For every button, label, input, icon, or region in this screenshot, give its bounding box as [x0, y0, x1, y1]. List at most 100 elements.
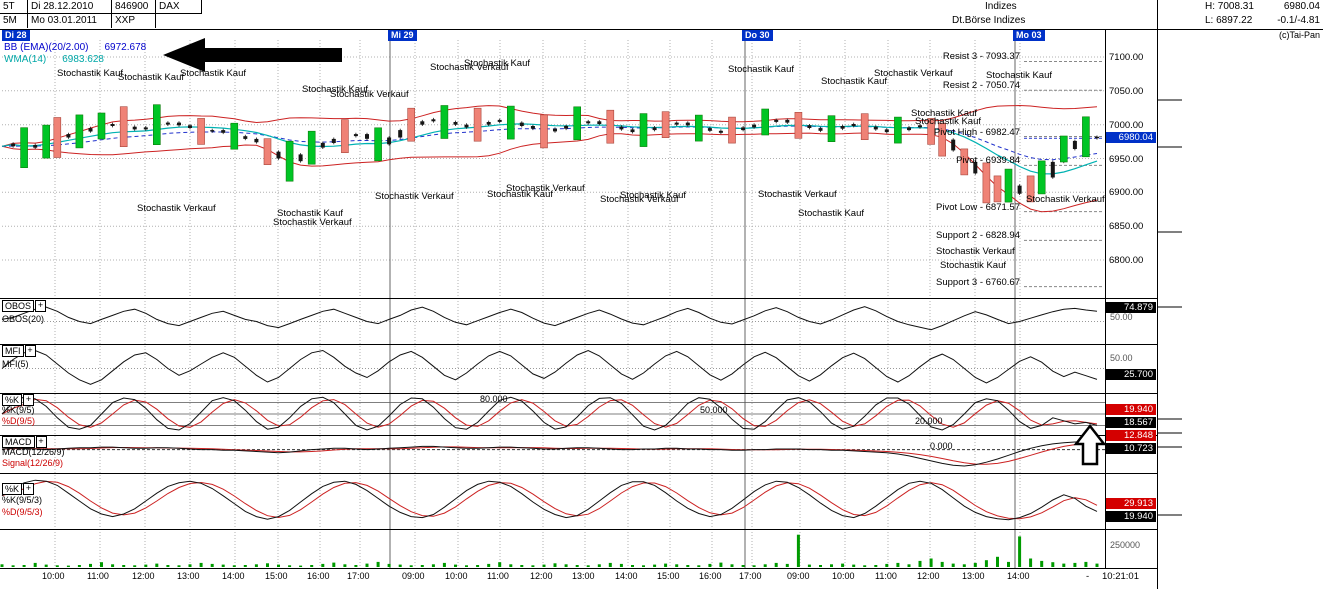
- time-axis-label: 11:00: [875, 571, 897, 581]
- time-axis-label: 16:00: [699, 571, 722, 581]
- time-axis-label: 14:00: [222, 571, 245, 581]
- price-scale-tick: 7050.00: [1109, 86, 1144, 97]
- k1-grid-label: 50.000: [700, 405, 728, 415]
- wma-label: WMA(14): [4, 54, 47, 65]
- stochastik-signal-label: Stochastik Kauf: [798, 208, 865, 219]
- time-axis-label: 12:00: [917, 571, 940, 581]
- k2-expand-icon[interactable]: +: [23, 483, 35, 495]
- obos-scale-label: 50.00: [1110, 312, 1133, 322]
- k2-value-box: 29.913: [1106, 498, 1156, 509]
- pivot-level-label: Resist 3 - 7093.37: [942, 51, 1020, 62]
- time-axis-label: 10:00: [832, 571, 855, 581]
- time-axis-label: 09:00: [787, 571, 810, 581]
- time-axis-label: 14:00: [615, 571, 638, 581]
- k1-grid-label: 80.000: [480, 394, 508, 404]
- macd-main-params: MACD(12/26/9): [2, 447, 65, 457]
- macd-toolbar: MACD +: [2, 436, 47, 448]
- day-label: Mi 29: [388, 30, 417, 41]
- stochastik-signal-label: Stochastik Verkauf: [936, 246, 1015, 257]
- macd-grid-label: 0.000: [930, 441, 953, 451]
- k1-button[interactable]: %K: [2, 394, 23, 406]
- symbol: DAX: [156, 0, 202, 14]
- pivot-level-label: Pivot - 6939.84: [956, 155, 1020, 166]
- macd-signal-box: 10.723: [1106, 443, 1156, 454]
- mfi-scale-label: 50.00: [1110, 353, 1133, 363]
- price-scale-tick: 7100.00: [1109, 52, 1144, 63]
- time-axis-label: 17:00: [739, 571, 762, 581]
- stochastik-signal-label: Stochastik Verkauf: [874, 68, 953, 79]
- time-axis-label: 10:00: [42, 571, 65, 581]
- stochastik-signal-label: Stochastik Kauf: [986, 70, 1053, 81]
- stochastik-signal-label: Stochastik Kauf: [302, 84, 369, 95]
- stochastik-signal-label: Stochastik Kauf: [464, 58, 531, 69]
- time-axis-label: 10:00: [445, 571, 468, 581]
- obos-button[interactable]: OBOS: [2, 300, 35, 312]
- k1-main-params: %K(9/5): [2, 405, 35, 415]
- wma-value: 6983.628: [62, 54, 104, 65]
- time-axis-label: 13:00: [962, 571, 985, 581]
- obos-value-box: 74.879: [1106, 302, 1156, 313]
- timeframe-row1[interactable]: 5T: [0, 0, 28, 14]
- stochastik-signal-label: Stochastik Verkauf: [758, 189, 837, 200]
- time-axis-label: 16:00: [307, 571, 330, 581]
- macd-button[interactable]: MACD: [2, 436, 35, 448]
- pivot-level-label: Resist 2 - 7050.74: [942, 80, 1020, 91]
- pivot-level-label: Support 3 - 6760.67: [936, 277, 1020, 288]
- index-group: Indizes: [985, 1, 1017, 12]
- stochastik-signal-label: Stochastik Kauf: [940, 260, 1007, 271]
- mfi-params: MFI(5): [2, 359, 29, 369]
- stochastik-signal-label: Stochastik Verkauf: [600, 194, 679, 205]
- obos-toolbar: OBOS +: [2, 300, 47, 312]
- obos-params: OBOS(20): [2, 314, 45, 324]
- k1-d-value-box: 18.567: [1106, 417, 1156, 428]
- annotation-arrow-up: [1073, 423, 1107, 466]
- stochastik-signal-label: Stochastik Verkauf: [1026, 194, 1105, 205]
- price-scale-tick: 6800.00: [1109, 255, 1144, 266]
- wma-legend: WMA(14) 6983.628: [4, 54, 104, 65]
- k1-expand-icon[interactable]: +: [23, 394, 35, 406]
- mfi-button[interactable]: MFI: [2, 345, 24, 357]
- timeframe-row2[interactable]: 5M: [0, 14, 28, 28]
- axis-dash: -: [1086, 571, 1090, 582]
- price-scale-tick: 6900.00: [1109, 187, 1144, 198]
- macd-sec-params: Signal(12/26/9): [2, 458, 64, 468]
- stochastik-signal-label: Stochastik Kauf: [487, 189, 554, 200]
- date-row2: Mo 03.01.2011: [28, 14, 112, 28]
- mfi-expand-icon[interactable]: +: [24, 345, 36, 357]
- stochastik-signal-label: Stochastik Verkauf: [137, 203, 216, 214]
- session-high: H: 7008.31: [1205, 1, 1254, 12]
- obos-expand-icon[interactable]: +: [35, 300, 47, 312]
- volume-scale-label: 250000: [1110, 540, 1141, 550]
- index-group-sub: Dt.Börse Indizes: [952, 15, 1026, 26]
- time-axis-label: 09:00: [402, 571, 425, 581]
- stochastik-signal-label: Stochastik Verkauf: [506, 183, 585, 194]
- stochastik-signal-label: Stochastik Verkauf: [430, 62, 509, 73]
- k2-d-value-box: 19.940: [1106, 511, 1156, 522]
- macd-value-box: 12.848: [1106, 430, 1156, 441]
- k2-button[interactable]: %K: [2, 483, 23, 495]
- mfi-value-box: 25.700: [1106, 369, 1156, 380]
- k2-sec-params: %D(9/5/3): [2, 507, 43, 517]
- k2-toolbar: %K +: [2, 483, 35, 495]
- symbol2: XXP: [112, 14, 156, 28]
- stochastik-signal-label: Stochastik Kauf: [915, 116, 982, 127]
- stochastik-signal-label: Stochastik Kauf: [728, 64, 795, 75]
- bb-label: BB (EMA)(20/2.00): [4, 42, 89, 53]
- pivot-level-label: Pivot High - 6982.47: [933, 127, 1020, 138]
- session-low: L: 6897.22: [1205, 15, 1253, 26]
- stochastik-signal-label: Stochastik Kauf: [277, 208, 344, 219]
- clock: 10:21:01: [1102, 571, 1139, 582]
- k1-toolbar: %K +: [2, 394, 35, 406]
- day-label: Do 30: [742, 30, 773, 41]
- date-row1: Di 28.12.2010: [28, 0, 112, 14]
- macd-expand-icon[interactable]: +: [35, 436, 47, 448]
- stochastik-signal-label: Stochastik Kauf: [118, 72, 185, 83]
- pivot-level-label: Pivot Low - 6871.57: [936, 202, 1020, 213]
- bb-legend: BB (EMA)(20/2.00) 6972.678: [4, 42, 146, 53]
- k2-main-params: %K(9/5/3): [2, 495, 43, 505]
- stochastik-signal-label: Stochastik Verkauf: [330, 89, 409, 100]
- price-scale-tick: 7000.00: [1109, 120, 1144, 131]
- time-axis-label: 13:00: [177, 571, 200, 581]
- time-axis-label: 17:00: [347, 571, 370, 581]
